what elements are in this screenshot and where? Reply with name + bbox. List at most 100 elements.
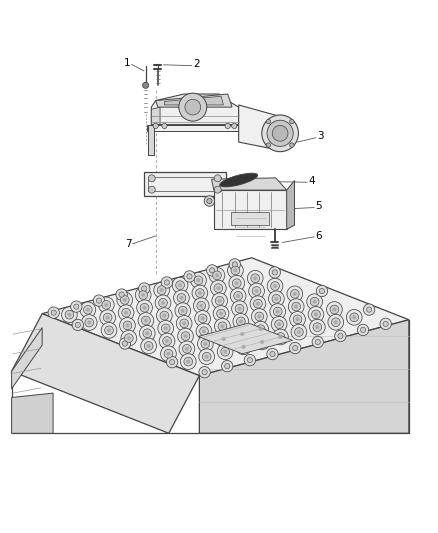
Circle shape bbox=[120, 296, 129, 304]
Circle shape bbox=[119, 292, 124, 297]
Polygon shape bbox=[151, 94, 239, 125]
Circle shape bbox=[84, 305, 92, 314]
Circle shape bbox=[167, 352, 170, 356]
Circle shape bbox=[293, 315, 302, 324]
Circle shape bbox=[180, 296, 183, 300]
Circle shape bbox=[225, 123, 230, 128]
Circle shape bbox=[219, 312, 223, 316]
Circle shape bbox=[202, 329, 206, 333]
Circle shape bbox=[290, 342, 301, 354]
Circle shape bbox=[141, 338, 156, 354]
Circle shape bbox=[213, 306, 229, 321]
Circle shape bbox=[139, 325, 155, 341]
Circle shape bbox=[172, 277, 188, 293]
Circle shape bbox=[296, 318, 299, 321]
Circle shape bbox=[307, 294, 322, 310]
Circle shape bbox=[270, 304, 286, 319]
Circle shape bbox=[202, 352, 211, 361]
Circle shape bbox=[276, 310, 279, 313]
Circle shape bbox=[179, 93, 207, 121]
Polygon shape bbox=[199, 320, 409, 433]
Circle shape bbox=[209, 268, 215, 273]
Circle shape bbox=[222, 337, 226, 341]
Circle shape bbox=[65, 310, 74, 319]
Circle shape bbox=[252, 287, 261, 295]
Circle shape bbox=[197, 279, 200, 282]
Circle shape bbox=[308, 306, 324, 322]
Circle shape bbox=[122, 308, 131, 317]
Circle shape bbox=[269, 266, 280, 278]
Circle shape bbox=[175, 303, 191, 319]
Circle shape bbox=[267, 120, 293, 147]
Circle shape bbox=[279, 335, 282, 339]
Circle shape bbox=[181, 332, 190, 341]
Circle shape bbox=[139, 290, 148, 300]
Circle shape bbox=[258, 314, 261, 318]
Circle shape bbox=[118, 305, 134, 320]
Polygon shape bbox=[287, 181, 294, 229]
Text: 1: 1 bbox=[124, 58, 131, 68]
Circle shape bbox=[216, 331, 232, 347]
Circle shape bbox=[262, 115, 298, 152]
Circle shape bbox=[328, 314, 344, 330]
Circle shape bbox=[247, 270, 263, 286]
Circle shape bbox=[164, 280, 170, 285]
Circle shape bbox=[192, 285, 208, 301]
Circle shape bbox=[116, 289, 127, 300]
Circle shape bbox=[287, 286, 303, 302]
Circle shape bbox=[233, 279, 241, 287]
Circle shape bbox=[201, 317, 205, 320]
Circle shape bbox=[266, 143, 271, 147]
Circle shape bbox=[159, 333, 175, 349]
Circle shape bbox=[122, 341, 127, 346]
Circle shape bbox=[237, 294, 240, 297]
Circle shape bbox=[310, 319, 325, 335]
Circle shape bbox=[353, 316, 356, 319]
Circle shape bbox=[179, 341, 195, 357]
Circle shape bbox=[219, 335, 228, 343]
Circle shape bbox=[293, 292, 297, 296]
Circle shape bbox=[297, 330, 300, 334]
Circle shape bbox=[222, 360, 233, 372]
Circle shape bbox=[234, 326, 250, 342]
Circle shape bbox=[273, 284, 277, 288]
Circle shape bbox=[238, 330, 247, 338]
Circle shape bbox=[141, 316, 150, 325]
Circle shape bbox=[316, 285, 328, 297]
Circle shape bbox=[200, 327, 208, 336]
Circle shape bbox=[244, 354, 255, 366]
Circle shape bbox=[194, 276, 203, 285]
Polygon shape bbox=[231, 212, 269, 225]
Circle shape bbox=[310, 297, 319, 306]
Circle shape bbox=[270, 351, 275, 357]
Circle shape bbox=[198, 314, 207, 323]
Circle shape bbox=[313, 300, 316, 303]
Circle shape bbox=[332, 318, 340, 327]
Circle shape bbox=[143, 82, 149, 88]
Circle shape bbox=[185, 99, 201, 115]
Circle shape bbox=[198, 291, 201, 295]
Circle shape bbox=[183, 344, 191, 353]
Circle shape bbox=[156, 308, 172, 324]
Circle shape bbox=[268, 291, 284, 306]
Circle shape bbox=[330, 305, 339, 314]
Circle shape bbox=[242, 345, 245, 349]
Circle shape bbox=[291, 324, 307, 340]
Text: 6: 6 bbox=[315, 231, 321, 241]
Circle shape bbox=[107, 328, 111, 332]
Circle shape bbox=[214, 175, 221, 182]
Circle shape bbox=[238, 307, 241, 310]
Circle shape bbox=[103, 313, 112, 322]
Circle shape bbox=[229, 276, 244, 291]
Circle shape bbox=[217, 344, 233, 360]
Circle shape bbox=[315, 340, 320, 345]
Polygon shape bbox=[147, 125, 239, 131]
Polygon shape bbox=[148, 125, 154, 155]
Circle shape bbox=[178, 306, 187, 315]
Circle shape bbox=[267, 278, 283, 294]
Circle shape bbox=[360, 327, 366, 333]
Circle shape bbox=[314, 313, 318, 316]
Polygon shape bbox=[151, 107, 160, 125]
Circle shape bbox=[380, 318, 391, 329]
Polygon shape bbox=[144, 172, 226, 196]
